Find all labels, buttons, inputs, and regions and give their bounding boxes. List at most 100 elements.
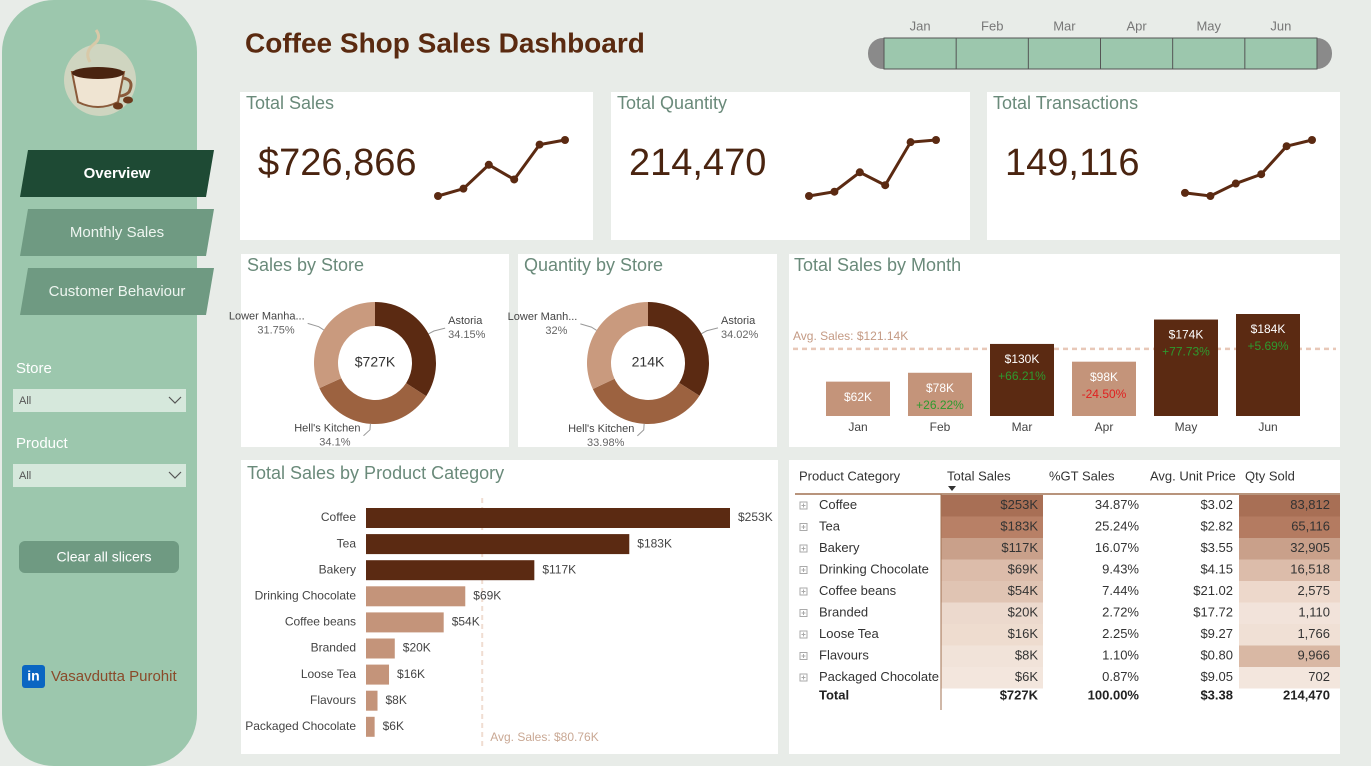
sparkline-point	[535, 140, 544, 149]
bar-value-label: $117K	[542, 562, 576, 576]
expand-plus	[801, 589, 806, 594]
column-header: Total Sales	[947, 468, 1011, 483]
total-cell: Total	[819, 688, 849, 703]
total-cell: 214,470	[1283, 688, 1330, 703]
sparkline-point	[459, 184, 468, 193]
expand-icon[interactable]	[799, 673, 808, 682]
expand-icon[interactable]	[799, 544, 808, 553]
expand-icon[interactable]	[799, 501, 808, 510]
sparkline-point	[881, 181, 890, 190]
expand-icon[interactable]	[799, 652, 808, 660]
y-tick-label: Flavours	[310, 693, 356, 707]
table-cell: 7.44%	[1102, 583, 1139, 598]
dropdown[interactable]	[13, 389, 186, 412]
sparkline-point	[855, 168, 864, 177]
donut-segment	[319, 378, 427, 424]
table-cell: 65,116	[1291, 519, 1330, 534]
donut-value-label: 34.02%	[721, 329, 759, 341]
donut-label: Lower Manha...	[229, 310, 305, 322]
sort-indicator	[948, 486, 956, 491]
card	[240, 92, 593, 240]
table-cell: $117K	[1001, 540, 1038, 555]
donut-label: Astoria	[721, 315, 756, 327]
expand-plus	[801, 503, 806, 508]
table-cell: Branded	[819, 605, 868, 620]
change-label: +77.73%	[1162, 345, 1210, 359]
bar	[908, 372, 972, 416]
expand-plus	[801, 654, 806, 658]
table-cell: $4.15	[1200, 562, 1233, 577]
cell-shade	[941, 624, 1043, 646]
month-cell[interactable]	[957, 39, 1027, 68]
change-label: +66.21%	[998, 369, 1046, 383]
bar-value-label: $6K	[383, 719, 404, 733]
table-cell: $3.02	[1200, 497, 1233, 512]
table-cell: $17.72	[1193, 605, 1233, 620]
nav-button[interactable]	[20, 209, 214, 256]
y-tick-label: Packaged Chocolate	[245, 719, 356, 733]
bar-value-label: $16K	[397, 667, 425, 681]
y-tick-label: Coffee beans	[285, 615, 356, 629]
cell-shade	[941, 538, 1043, 560]
month-label: Jun	[1270, 18, 1291, 33]
sparkline-point	[1282, 142, 1291, 151]
month-cell[interactable]	[1102, 39, 1172, 68]
table-cell: 2.72%	[1102, 605, 1139, 620]
bar-value-label: $69K	[473, 588, 501, 602]
cell-shade	[1239, 581, 1340, 603]
column-header: %GT Sales	[1049, 468, 1115, 483]
table-cell: 702	[1308, 669, 1330, 684]
nav-button[interactable]	[20, 150, 214, 197]
leader-line	[363, 423, 371, 437]
bar	[366, 534, 630, 555]
y-tick-label: Bakery	[319, 562, 356, 576]
expand-icon[interactable]	[799, 523, 808, 531]
leader-line	[701, 327, 719, 335]
sparkline-point	[932, 136, 940, 144]
kpi-value: 214,470	[629, 142, 766, 184]
expand-icon[interactable]	[799, 587, 808, 596]
logo	[64, 29, 136, 116]
dropdown[interactable]	[13, 464, 186, 487]
filter-label: Product	[16, 435, 69, 452]
change-label: -24.50%	[1082, 387, 1127, 401]
expand-plus	[801, 611, 806, 615]
bar-value-label: $253K	[738, 510, 773, 524]
month-cell[interactable]	[1174, 39, 1244, 68]
nav-button[interactable]	[20, 268, 214, 315]
sparkline-point	[906, 138, 915, 147]
month-cell[interactable]	[885, 39, 955, 68]
table-cell: $253K	[1000, 497, 1038, 512]
sparkline-point	[1206, 192, 1215, 200]
bar-value-label: $130K	[1005, 352, 1040, 366]
expand-icon[interactable]	[799, 566, 808, 574]
table-cell: $9.05	[1200, 669, 1233, 684]
total-cell: $3.38	[1200, 688, 1233, 703]
table-cell: $183K	[1000, 519, 1038, 534]
expand-plus	[801, 546, 806, 551]
donut-segment	[375, 302, 436, 397]
table-cell: 9.43%	[1102, 562, 1139, 577]
month-label: Apr	[1126, 18, 1147, 33]
month-cell[interactable]	[1246, 39, 1316, 68]
bar	[1154, 319, 1218, 416]
month-cell[interactable]	[1029, 39, 1099, 68]
donut-center: 214K	[632, 354, 665, 370]
table-cell: 83,812	[1290, 497, 1330, 512]
sparkline-point	[434, 192, 442, 200]
card	[241, 460, 778, 754]
card	[987, 92, 1340, 240]
table-cell: $0.80	[1200, 648, 1233, 663]
sparkline-point	[561, 136, 569, 144]
expand-icon[interactable]	[799, 630, 808, 639]
clear-button[interactable]	[19, 541, 179, 573]
donut-segment	[587, 302, 648, 389]
svg-text:in: in	[27, 668, 39, 684]
cell-shade	[941, 516, 1043, 538]
table-cell: 2.25%	[1102, 626, 1139, 641]
cell-shade	[1239, 667, 1340, 689]
donut-segment	[592, 378, 700, 424]
card	[611, 92, 970, 240]
expand-icon[interactable]	[799, 609, 808, 617]
kpi-title: Total Transactions	[993, 93, 1138, 113]
